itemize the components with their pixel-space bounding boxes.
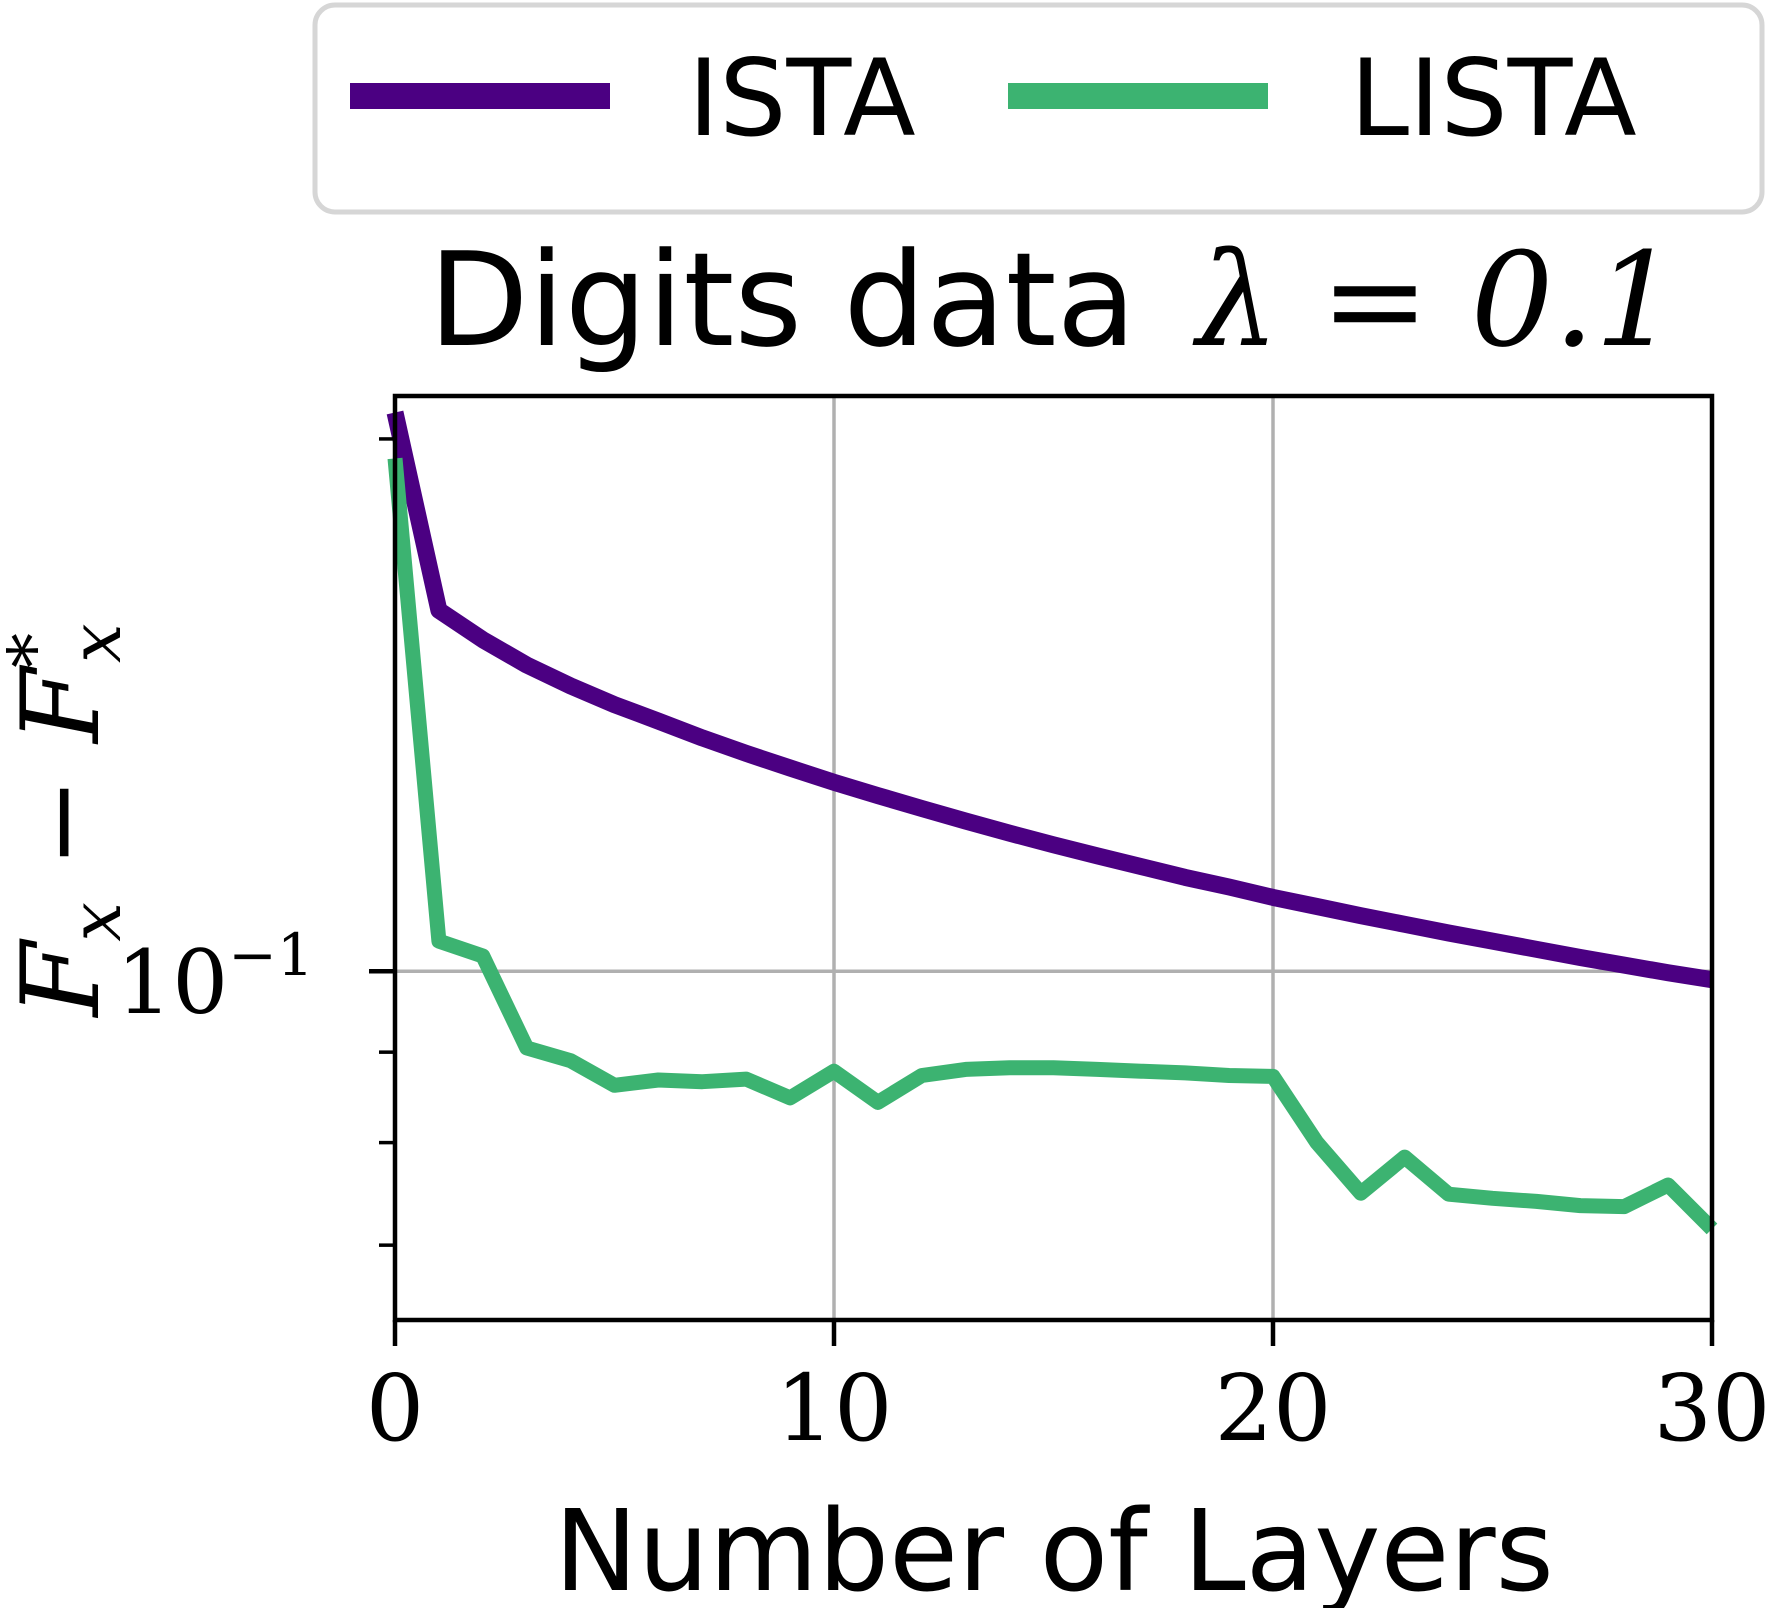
y-axis-label-sub2: x: [55, 624, 137, 663]
x-tick-label: 10: [775, 1355, 892, 1462]
x-axis-label: Number of Layers: [554, 1487, 1554, 1608]
chart-title: Digits data λ = 0.1: [429, 224, 1678, 376]
y-axis-label: Fx − F*x: [0, 624, 137, 1019]
series-line-ista: [386, 410, 1714, 989]
x-tick-label: 20: [1214, 1355, 1331, 1462]
x-tick-label: 0: [366, 1355, 425, 1462]
y-tick-label-base: 10: [116, 931, 228, 1034]
chart-title-text: Digits data: [429, 224, 1137, 376]
chart-title-math: λ = 0.1: [1192, 224, 1678, 376]
y-axis-label-sup: *: [0, 633, 75, 668]
series-group: [386, 410, 1718, 1235]
x-tick-label: 30: [1653, 1355, 1766, 1462]
y-tick-label: 10−1: [116, 921, 313, 1034]
grid: [395, 396, 1712, 1320]
legend-label-lista: LISTA: [1350, 37, 1637, 160]
plot-frame: [392, 393, 1715, 1323]
y-axis-label-sub: x: [55, 902, 137, 941]
series-line-lista: [387, 457, 1718, 1235]
legend: ISTA LISTA: [312, 2, 1765, 215]
legend-label-ista: ISTA: [688, 37, 916, 160]
axes: [392, 393, 1715, 1323]
y-tick-label-exponent: −1: [228, 921, 314, 989]
y-axis-label-minus: − F: [0, 664, 124, 902]
y-axis-label-main: F: [0, 938, 124, 1019]
